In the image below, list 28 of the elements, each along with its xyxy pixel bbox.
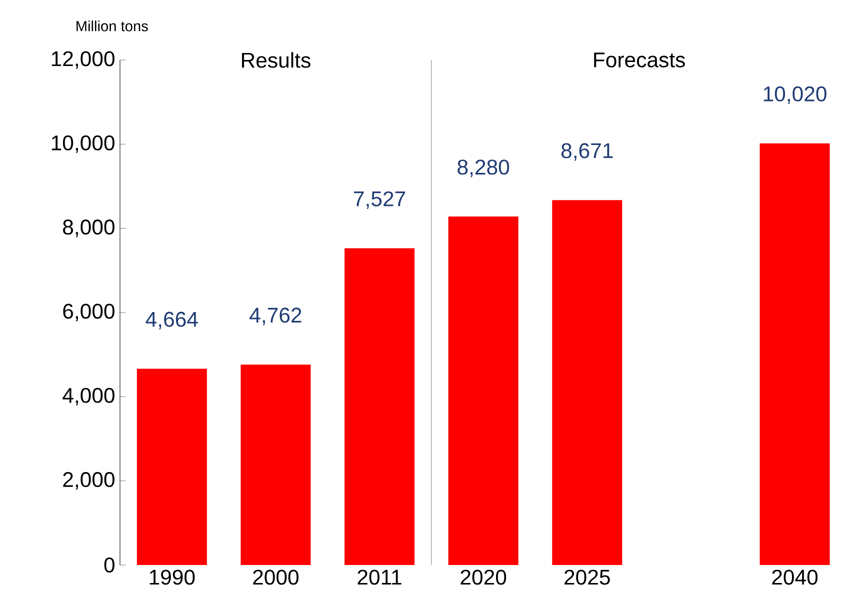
x-tick-label: 2011	[358, 570, 402, 585]
y-tick-label: 12,000	[52, 51, 114, 69]
x-tick-label: 2020	[460, 570, 506, 585]
x-tick-label: 1990	[150, 570, 195, 585]
x-tick-label: 2000	[253, 570, 299, 585]
bar	[760, 143, 830, 565]
y-tick-label: 4,000	[62, 388, 114, 406]
y-tick-label: 0	[104, 557, 114, 573]
data-label: 8,671	[561, 143, 613, 161]
data-label: 4,762	[250, 308, 302, 326]
data-label: 10,020	[764, 86, 826, 104]
y-tick-label: 10,000	[52, 135, 114, 153]
y-tick-label: 8,000	[63, 220, 114, 238]
annotation: Results	[242, 52, 310, 68]
x-tick-label: 2040	[772, 570, 818, 585]
annotation: Forecasts	[594, 52, 685, 68]
data-label: 4,664	[146, 312, 198, 330]
y-tick-label: 6,000	[63, 304, 114, 322]
y-axis-title: Million tons	[76, 20, 148, 32]
bar	[448, 216, 518, 565]
bar	[344, 248, 415, 565]
x-tick-label: 2025	[564, 570, 610, 585]
data-label: 7,527	[354, 191, 406, 209]
y-tick-label: 2,000	[63, 472, 114, 490]
bar	[136, 368, 207, 565]
bar	[552, 200, 622, 565]
data-label: 8,280	[458, 160, 510, 178]
bar	[240, 364, 311, 565]
